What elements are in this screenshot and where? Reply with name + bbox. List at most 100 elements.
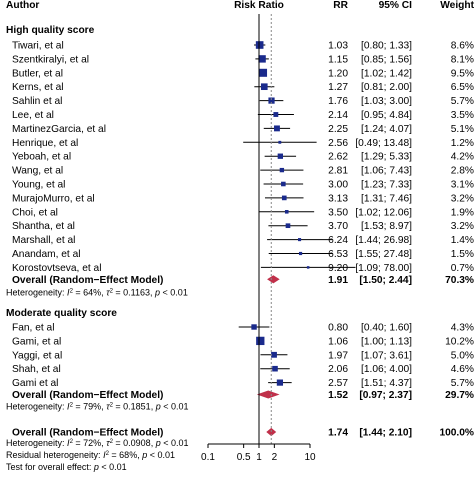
study-weight: 5.0%	[451, 350, 474, 361]
study-rr: 1.15	[328, 54, 348, 65]
study-weight: 9.5%	[451, 68, 474, 79]
study-point	[276, 379, 284, 386]
heterogeneity-i2-val: = 68%,	[109, 450, 142, 460]
study-author: Szentkiralyi, et al	[12, 54, 89, 65]
study-ci: [1.06; 4.00]	[361, 364, 412, 375]
study-author: Shah, et al	[12, 364, 61, 375]
study-point	[251, 324, 257, 330]
study-weight: 5.1%	[451, 124, 474, 135]
study-author: Shantha, et al	[12, 221, 75, 232]
heterogeneity-i2-sup: 2	[70, 288, 74, 294]
study-rr: 2.56	[328, 138, 348, 149]
study-point	[273, 112, 279, 117]
study-point	[258, 55, 266, 63]
study-ci: [1.31; 7.46]	[361, 193, 412, 204]
study-rr: 2.57	[328, 378, 348, 389]
group-heterogeneity: Heterogeneity: I2 = 79%, τ2 = 0.1851, p …	[6, 402, 189, 412]
study-author: Marshall, et al	[12, 235, 75, 246]
heterogeneity-tau: τ	[106, 402, 110, 412]
study-ci: [0.80; 1.33]	[361, 41, 412, 52]
study-weight: 4.2%	[451, 152, 474, 163]
heterogeneity-i2-val: = 72%,	[73, 438, 106, 448]
overall-rr: 1.52	[328, 390, 348, 401]
study-point	[271, 351, 277, 358]
study-ci: [1.24; 4.07]	[361, 124, 412, 135]
header-risk-ratio: Risk Ratio	[234, 0, 284, 11]
study-author: Anandam, et al	[12, 249, 81, 260]
study-ci: [1.09; 78.00]	[355, 263, 412, 274]
study-weight: 8.6%	[451, 41, 474, 52]
study-ci: [1.51; 4.37]	[361, 378, 412, 389]
header-weight: Weight	[440, 0, 474, 11]
study-point	[278, 140, 282, 144]
study-rr: 3.00	[328, 180, 348, 191]
overall-label: Overall (Random−Effect Model)	[12, 390, 163, 401]
study-author: Yeboah, et al	[12, 152, 71, 163]
study-ci: [1.06; 7.43]	[361, 166, 412, 177]
heterogeneity-p: p	[154, 287, 160, 297]
study-ci: [1.55; 27.48]	[355, 249, 412, 260]
heterogeneity-i2: I	[67, 438, 70, 448]
footer-residual: Residual heterogeneity: I2 = 68%, p < 0.…	[6, 450, 175, 460]
heterogeneity-tau: τ	[106, 287, 110, 297]
study-rr: 3.50	[328, 207, 348, 218]
x-tick-label: 2	[272, 452, 278, 463]
study-author: Gami, et al	[12, 336, 61, 347]
study-weight: 3.2%	[451, 221, 474, 232]
study-author: Henrique, et al	[12, 138, 78, 149]
heterogeneity-tau-sup: 2	[110, 439, 114, 445]
study-weight: 5.7%	[451, 378, 474, 389]
study-rr: 3.13	[328, 193, 348, 204]
heterogeneity-tau-sup: 2	[110, 288, 114, 294]
heterogeneity-i2: I	[67, 402, 70, 412]
study-author: Korostovtseva, et al	[12, 263, 101, 274]
x-tick-label: 0.5	[237, 452, 251, 463]
heterogeneity-tau-sup: 2	[110, 403, 114, 409]
study-weight: 6.5%	[451, 82, 474, 93]
study-author: Choi, et al	[12, 207, 58, 218]
study-author: Fan, et al	[12, 323, 54, 334]
study-author: MartinezGarcia, et al	[12, 124, 106, 135]
x-tick-label: 0.1	[201, 452, 215, 463]
study-rr: 2.14	[328, 110, 348, 121]
study-author: Kerns, et al	[12, 82, 64, 93]
study-ci: [0.40; 1.60]	[361, 323, 412, 334]
study-point	[284, 210, 289, 214]
header-rr: RR	[333, 0, 348, 11]
study-point	[277, 153, 283, 159]
study-weight: 3.1%	[451, 180, 474, 191]
heterogeneity-prefix: Test for overall effect:	[6, 462, 94, 472]
study-ci: [1.02; 1.42]	[361, 68, 412, 79]
study-point	[260, 83, 268, 91]
footer-test: Test for overall effect: p < 0.01	[6, 462, 127, 472]
study-ci: [1.23; 7.33]	[361, 180, 412, 191]
x-tick-label: 1	[256, 452, 262, 463]
study-weight: 10.2%	[445, 336, 474, 347]
heterogeneity-i2-val: = 79%,	[73, 402, 106, 412]
study-point	[268, 97, 275, 104]
study-weight: 4.6%	[451, 364, 474, 375]
overall-rr: 1.74	[328, 428, 348, 439]
study-rr: 6.24	[328, 235, 348, 246]
heterogeneity-p-val: < 0.01	[161, 438, 189, 448]
study-point	[256, 336, 265, 346]
overall-weight: 29.7%	[445, 390, 474, 401]
heterogeneity-p-val: < 0.01	[99, 462, 127, 472]
study-author: Yaggi, et al	[12, 350, 62, 361]
study-rr: 9.20	[328, 263, 348, 274]
study-rr: 0.80	[328, 323, 348, 334]
x-tick-label: 10	[304, 452, 316, 463]
study-ci: [0.85; 1.56]	[361, 54, 412, 65]
study-weight: 8.1%	[451, 54, 474, 65]
study-author: Wang, et al	[12, 166, 63, 177]
study-ci: [1.53; 8.97]	[361, 221, 412, 232]
study-ci: [1.00; 1.13]	[361, 336, 412, 347]
study-rr: 2.06	[328, 364, 348, 375]
heterogeneity-tau-val: = 0.1851,	[113, 402, 156, 412]
study-weight: 4.3%	[451, 323, 474, 334]
group-overall-diamond	[256, 390, 280, 399]
study-rr: 1.97	[328, 350, 348, 361]
overall-ci: [1.44; 2.10]	[359, 428, 412, 439]
heterogeneity-p: p	[155, 402, 161, 412]
